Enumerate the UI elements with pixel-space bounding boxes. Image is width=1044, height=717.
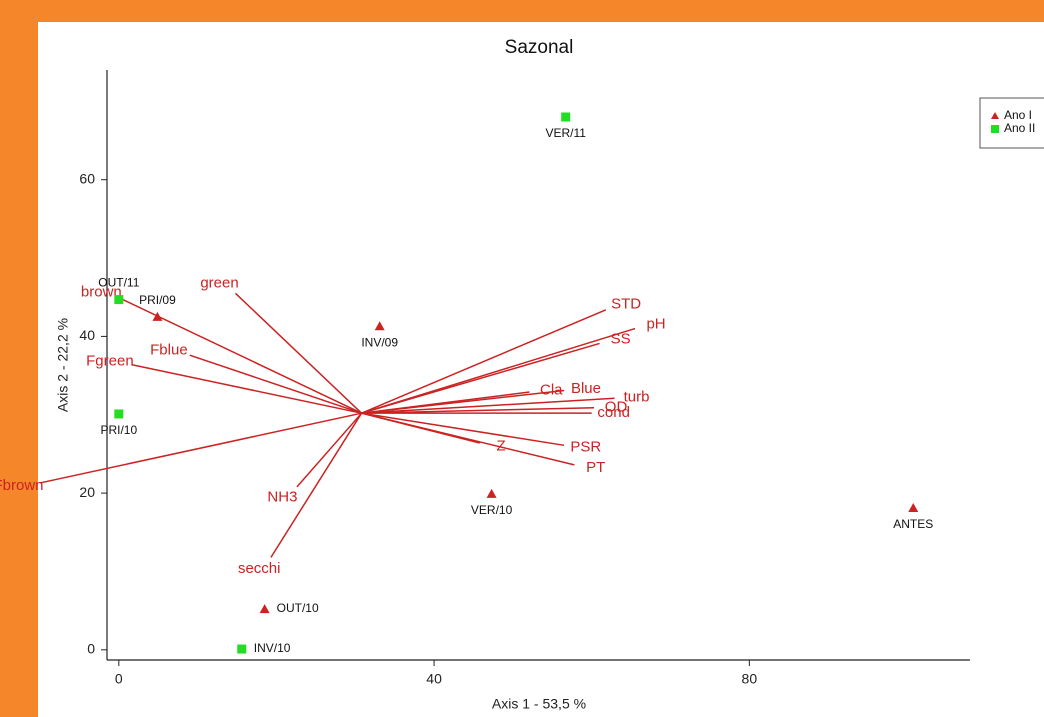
vector-label: Cla (540, 381, 563, 398)
vector (361, 342, 600, 414)
point (486, 488, 497, 498)
vector (361, 406, 595, 414)
vector-label: Blue (571, 380, 601, 397)
vector-label: secchi (238, 560, 281, 577)
vector-label: NH3 (267, 488, 297, 505)
y-tick-label: 40 (79, 327, 95, 343)
point-label: PRI/09 (139, 293, 176, 307)
vector (361, 412, 565, 447)
vector (270, 412, 363, 558)
legend-label: Ano I (1004, 108, 1032, 122)
y-tick-label: 0 (87, 641, 95, 657)
vector (361, 389, 565, 414)
legend-marker (991, 125, 999, 133)
vector (361, 309, 607, 414)
vector-label: Fgreen (86, 353, 134, 370)
vector-label: cond (597, 404, 630, 421)
point (374, 321, 385, 331)
point-label: PRI/10 (100, 423, 137, 437)
y-tick-label: 60 (79, 170, 95, 186)
vector (120, 298, 362, 414)
vector (361, 397, 615, 414)
x-tick-label: 80 (742, 671, 758, 687)
legend-marker (991, 112, 999, 119)
vector-label: Z (497, 437, 506, 454)
legend-label: Ano II (1004, 121, 1035, 135)
point (561, 112, 571, 122)
vector (189, 354, 362, 414)
point (152, 311, 163, 321)
vector (234, 292, 363, 414)
vector (361, 412, 575, 466)
plot-background (38, 22, 1044, 717)
point (259, 604, 270, 614)
point-label: ANTES (893, 517, 933, 531)
vector (131, 363, 362, 414)
x-tick-label: 40 (426, 671, 442, 687)
point-label: VER/11 (545, 126, 586, 140)
point (114, 295, 124, 305)
legend-box (979, 97, 1044, 149)
vector-label: Fbrown (0, 477, 44, 494)
chart-title: Sazonal (505, 37, 574, 58)
vector-label: PT (586, 459, 605, 476)
point (114, 409, 124, 419)
x-tick-label: 0 (115, 671, 123, 687)
vector (296, 412, 363, 488)
vector-label: Fblue (150, 342, 188, 359)
vector-label: OD (605, 398, 628, 415)
point-label: VER/10 (471, 503, 513, 517)
point-label: INV/10 (254, 641, 291, 655)
point (237, 644, 247, 654)
y-axis-label: Axis 2 - 22,2 % (55, 318, 71, 412)
x-axis-label: Axis 1 - 53,5 % (492, 696, 586, 712)
vector (39, 412, 362, 484)
y-tick-label: 20 (79, 484, 95, 500)
vector-label: brown (81, 284, 122, 301)
point (908, 502, 919, 512)
point-label: OUT/10 (277, 601, 319, 615)
vector-label: turb (624, 388, 650, 405)
vector-label: green (200, 275, 238, 292)
vector-label: pH (646, 315, 665, 332)
point-label: OUT/11 (98, 276, 139, 290)
vector-label: SS (611, 330, 631, 347)
vector-label: PSR (570, 438, 601, 455)
vector-label: STD (611, 295, 641, 312)
point-label: INV/09 (361, 335, 398, 349)
